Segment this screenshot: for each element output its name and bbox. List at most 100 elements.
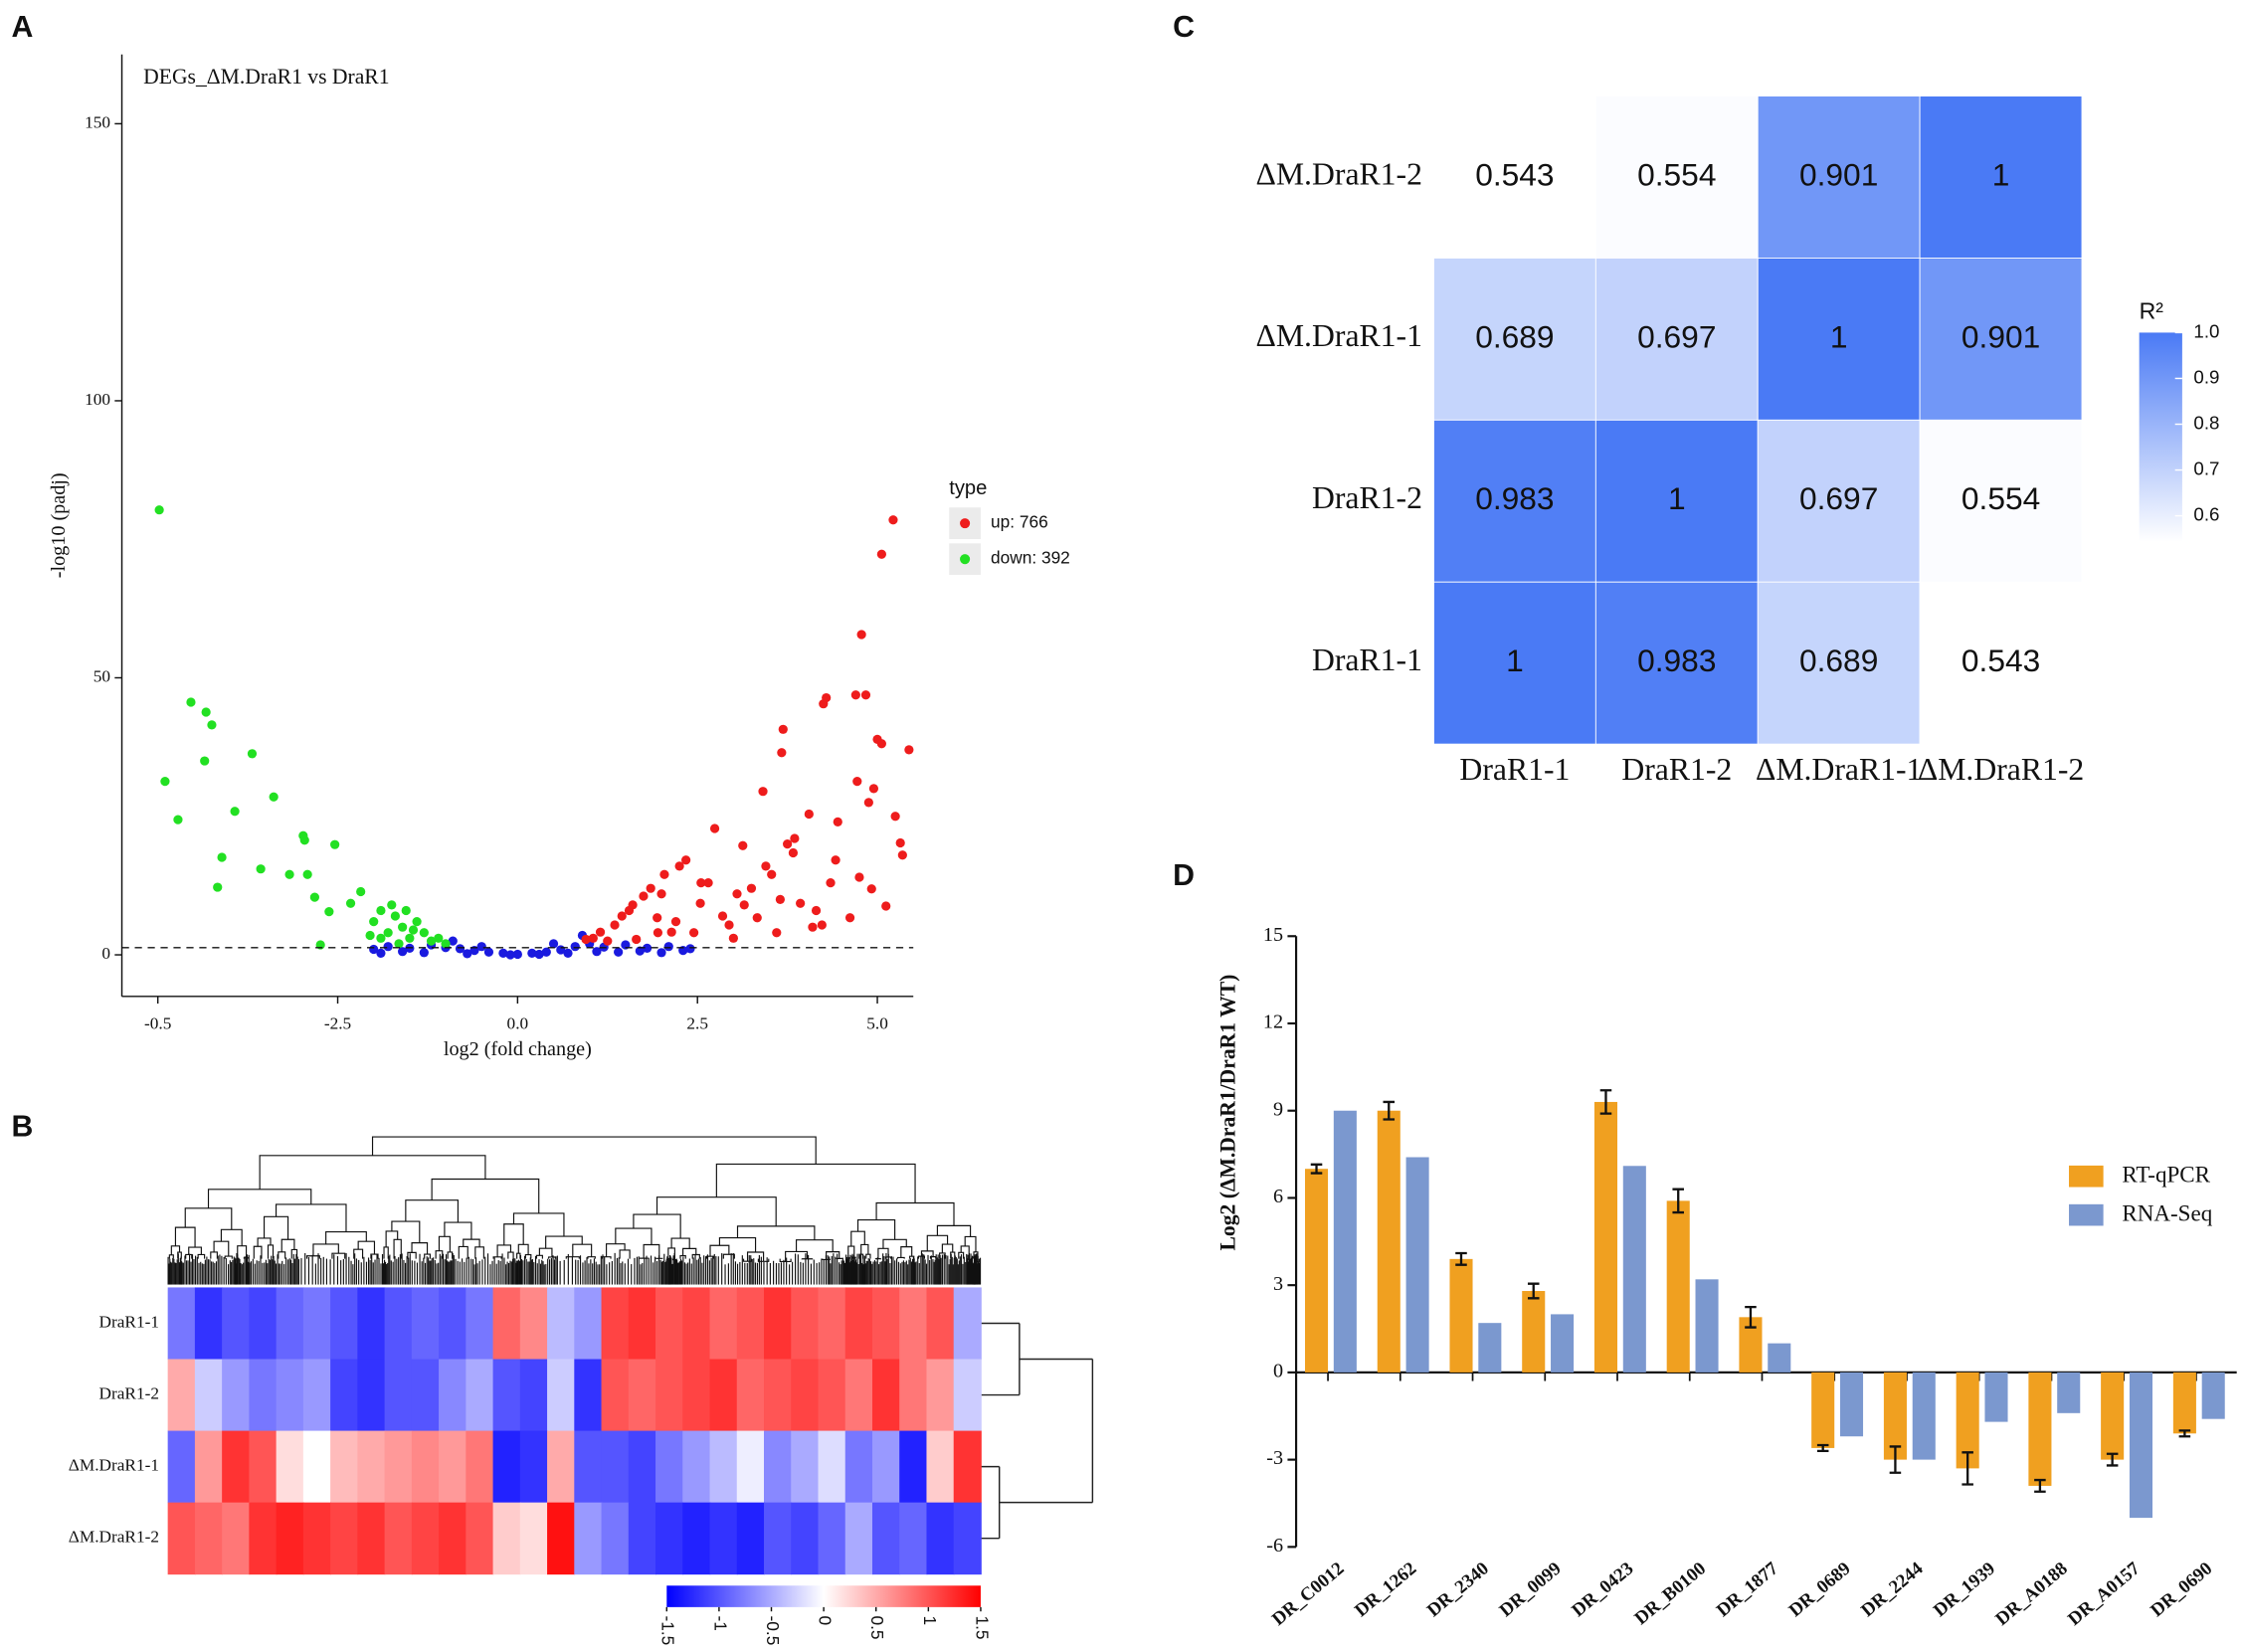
column-label: ΔM.DraR1-1	[1756, 752, 1922, 787]
heatmap-cell	[1919, 419, 2083, 583]
heatmap-cell	[736, 1502, 765, 1575]
heatmap-cell	[167, 1430, 196, 1504]
point	[401, 905, 411, 916]
point	[441, 939, 451, 949]
point	[666, 927, 676, 937]
bar	[1956, 1372, 1979, 1469]
dendrogram-branch	[185, 1253, 193, 1259]
point	[772, 928, 782, 938]
legend-key	[960, 518, 971, 529]
heatmap-cell	[655, 1502, 684, 1575]
bar	[1405, 1157, 1429, 1373]
point	[752, 913, 762, 923]
dendrogram-branch	[512, 1212, 565, 1237]
dendrogram-branch	[253, 1245, 263, 1259]
row-label: DraR1-2	[99, 1384, 159, 1403]
point	[207, 720, 217, 730]
dendrogram-branch	[671, 1258, 677, 1261]
point	[201, 707, 211, 717]
dendrogram-branch	[444, 1221, 472, 1240]
x-axis-label: log2 (fold change)	[444, 1038, 592, 1060]
heatmap-cell	[466, 1287, 494, 1360]
dendrogram-branch	[667, 1247, 675, 1260]
point	[811, 905, 822, 916]
dendrogram-branch	[516, 1252, 521, 1259]
bar	[2028, 1372, 2052, 1486]
legend-key	[960, 554, 971, 565]
point	[817, 920, 827, 930]
heatmap-cell	[411, 1287, 440, 1360]
heatmap-cell	[1433, 258, 1596, 421]
point	[790, 833, 800, 843]
y-tick-label: 3	[1273, 1273, 1283, 1295]
heatmap-cell	[818, 1502, 846, 1575]
point	[904, 745, 914, 755]
point	[426, 936, 437, 946]
row-label: ΔM.DraR1-2	[69, 1528, 159, 1547]
colorbar-title: R²	[2140, 297, 2164, 323]
heatmap-cell	[357, 1287, 386, 1360]
heatmap-cell	[1757, 581, 1921, 745]
heatmap-cell	[871, 1430, 901, 1504]
y-tick-label: 9	[1273, 1098, 1283, 1120]
point	[173, 815, 183, 825]
point	[527, 948, 537, 958]
dendrogram-branch	[535, 1254, 543, 1259]
colorbar-tick-label: -0.5	[763, 1616, 783, 1646]
heatmap-cell	[330, 1502, 359, 1575]
heatmap-cell	[1757, 95, 1921, 259]
dendrogram-branch	[507, 1251, 514, 1259]
heatmap-cell	[574, 1502, 603, 1575]
bar	[1551, 1314, 1575, 1373]
point	[570, 942, 580, 952]
bar	[1811, 1372, 1835, 1448]
point	[890, 812, 900, 822]
heatmap-cell	[871, 1359, 901, 1432]
colorbar-tick-label: 0	[816, 1616, 836, 1626]
dendrogram-branch	[357, 1240, 376, 1255]
heatmap-cell	[547, 1502, 576, 1575]
x-tick-label: 2.5	[686, 1014, 708, 1033]
bar	[1522, 1291, 1546, 1373]
x-tick-label: DR_A0188	[1991, 1559, 2071, 1630]
point	[369, 916, 379, 927]
dendrogram-branch	[950, 1251, 956, 1259]
heatmap-cell	[736, 1359, 765, 1432]
heatmap-cell	[249, 1502, 278, 1575]
point	[728, 933, 738, 943]
heatmap-cell	[411, 1359, 440, 1432]
heatmap-cell	[222, 1430, 251, 1504]
point	[826, 878, 836, 888]
heatmap-cell	[1594, 419, 1759, 583]
heatmap-cell	[519, 1359, 548, 1432]
point	[860, 690, 871, 700]
dendrogram-branch	[496, 1244, 512, 1257]
heatmap-cell	[953, 1430, 982, 1504]
dendrogram-branch	[975, 1258, 980, 1263]
dendrogram-branches	[980, 1322, 1094, 1540]
point	[330, 839, 340, 849]
point	[309, 892, 319, 902]
dendrogram-branch	[795, 1239, 834, 1252]
point	[376, 948, 386, 958]
heatmap-cell	[682, 1502, 711, 1575]
heatmap-cell	[1757, 419, 1921, 583]
heatmap-cell	[1433, 581, 1596, 745]
dendrogram-branch	[920, 1250, 934, 1257]
point	[703, 878, 713, 888]
heatmap-cell	[439, 1430, 467, 1504]
heatmap-cell	[276, 1359, 304, 1432]
colorbar-tick-label: 0.8	[2193, 412, 2219, 433]
cell-value: 0.983	[1637, 642, 1716, 678]
point	[563, 948, 573, 958]
point	[732, 889, 742, 899]
heatmap-cell	[818, 1359, 846, 1432]
dendrogram-branch	[370, 1253, 379, 1259]
heatmap-cell	[249, 1287, 278, 1360]
column-dendrogram	[167, 1136, 982, 1285]
dendrogram-branch	[278, 1251, 286, 1259]
point	[345, 898, 356, 908]
point	[405, 933, 415, 943]
heatmap-cell	[1919, 95, 2083, 259]
dendrogram-branch	[615, 1227, 653, 1245]
